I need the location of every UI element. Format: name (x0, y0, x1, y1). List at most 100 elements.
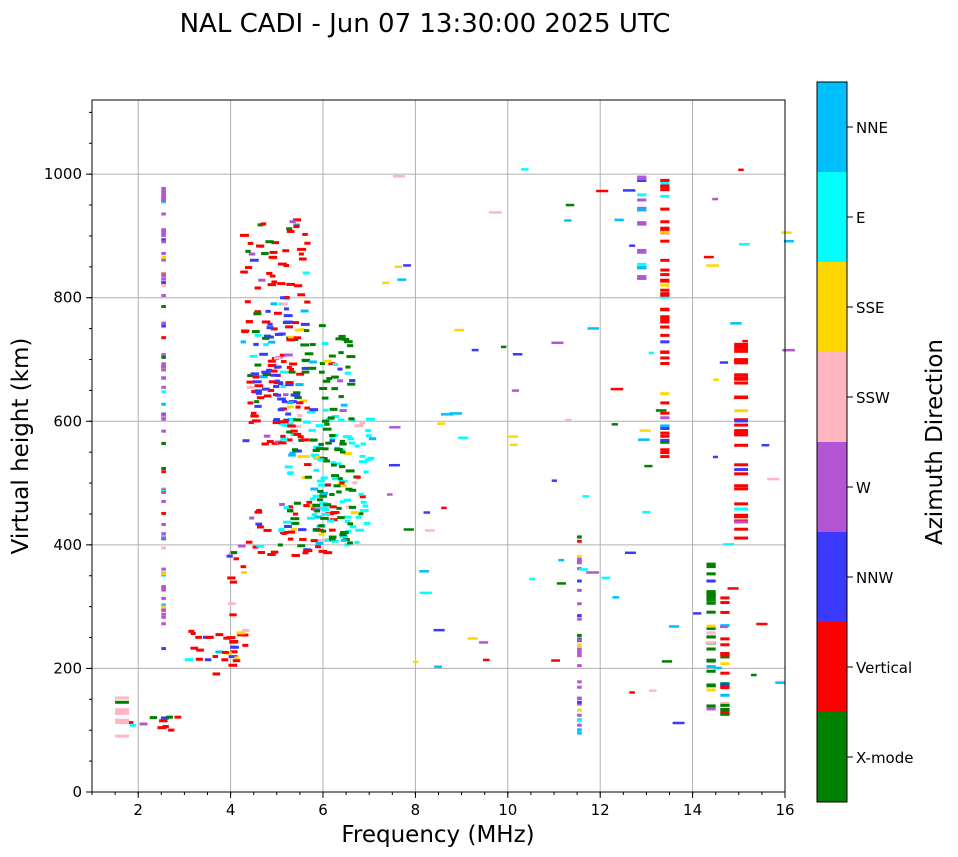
echo-mark (565, 418, 572, 422)
echo-mark (115, 709, 129, 713)
echo-mark (660, 455, 670, 459)
echo-mark (660, 392, 670, 396)
echo-mark (286, 338, 295, 342)
echo-mark (277, 262, 287, 266)
echo-mark (324, 422, 330, 426)
echo-mark (254, 333, 262, 337)
echo-mark (319, 370, 325, 374)
echo-mark (303, 504, 311, 508)
echo-mark (734, 395, 749, 399)
echo-mark (161, 324, 166, 328)
echo-mark (389, 426, 401, 429)
echo-mark (268, 380, 277, 384)
echo-mark (660, 283, 670, 287)
echo-mark (310, 487, 319, 491)
echo-mark (734, 468, 749, 472)
echo-mark (254, 363, 262, 367)
echo-mark (440, 413, 454, 416)
echo-mark (706, 579, 716, 583)
echo-mark (307, 366, 317, 370)
echo-mark (783, 239, 794, 243)
echo-mark (277, 408, 285, 412)
echo-mark (434, 665, 442, 668)
echo-mark (161, 240, 166, 244)
echo-mark (283, 418, 290, 422)
colorbar-label: Azimuth Direction (922, 339, 948, 545)
echo-mark (266, 368, 273, 372)
echo-mark (387, 493, 393, 496)
echo-mark (343, 515, 352, 519)
echo-mark (161, 612, 166, 616)
echo-mark (320, 516, 329, 520)
echo-mark (348, 417, 355, 421)
echo-mark (577, 588, 582, 592)
echo-mark (184, 658, 193, 662)
echo-mark (274, 379, 280, 383)
echo-mark (340, 531, 349, 535)
echo-mark (660, 258, 670, 262)
echo-mark (767, 477, 780, 481)
echo-mark (354, 444, 360, 448)
echo-mark (322, 447, 329, 451)
echo-mark (161, 535, 166, 539)
echo-mark (139, 722, 148, 726)
echo-mark (734, 423, 749, 427)
echo-mark (245, 320, 253, 324)
echo-mark (115, 720, 129, 724)
echo-mark (292, 512, 299, 516)
echo-mark (324, 538, 331, 542)
echo-mark (260, 222, 267, 226)
echo-mark (734, 443, 749, 447)
echo-mark (287, 471, 294, 475)
echo-mark (321, 512, 331, 516)
echo-mark (226, 636, 236, 640)
echo-mark (577, 643, 582, 647)
echo-mark (306, 500, 313, 504)
echo-mark (326, 376, 333, 380)
echo-mark (318, 324, 326, 328)
echo-mark (350, 419, 356, 423)
echo-mark (161, 258, 166, 262)
echo-mark (775, 681, 785, 684)
echo-mark (309, 497, 316, 501)
echo-mark (706, 592, 716, 596)
echo-mark (188, 629, 195, 633)
echo-mark (277, 397, 286, 401)
echo-mark (289, 451, 296, 455)
echo-mark (637, 178, 647, 182)
echo-mark (325, 441, 332, 445)
echo-mark (328, 528, 336, 532)
colorbar-tick-label: NNW (856, 569, 893, 587)
echo-mark (282, 520, 292, 524)
echo-mark (314, 456, 322, 460)
echo-mark (279, 502, 285, 506)
echo-mark (313, 468, 320, 472)
echo-mark (660, 426, 670, 430)
echo-mark (637, 198, 647, 202)
echo-mark (315, 545, 322, 549)
echo-mark (449, 412, 463, 415)
echo-mark (277, 543, 283, 547)
echo-mark (229, 639, 239, 643)
echo-mark (601, 576, 611, 580)
echo-mark (279, 370, 288, 374)
echo-mark (629, 244, 636, 247)
echo-mark (334, 462, 342, 466)
echo-mark (161, 366, 166, 370)
echo-mark (263, 394, 272, 398)
echo-mark (611, 423, 618, 426)
echo-mark (577, 723, 582, 727)
echo-mark (577, 554, 582, 558)
echo-mark (355, 515, 362, 519)
echo-mark (252, 380, 262, 384)
echo-mark (660, 434, 670, 438)
echo-mark (318, 483, 327, 487)
echo-mark (355, 528, 364, 532)
echo-mark (161, 390, 166, 394)
echo-mark (237, 633, 246, 637)
echo-mark (230, 645, 239, 649)
echo-mark (348, 505, 357, 509)
echo-mark (273, 365, 282, 369)
echo-mark (251, 411, 257, 415)
echo-mark (706, 684, 716, 688)
